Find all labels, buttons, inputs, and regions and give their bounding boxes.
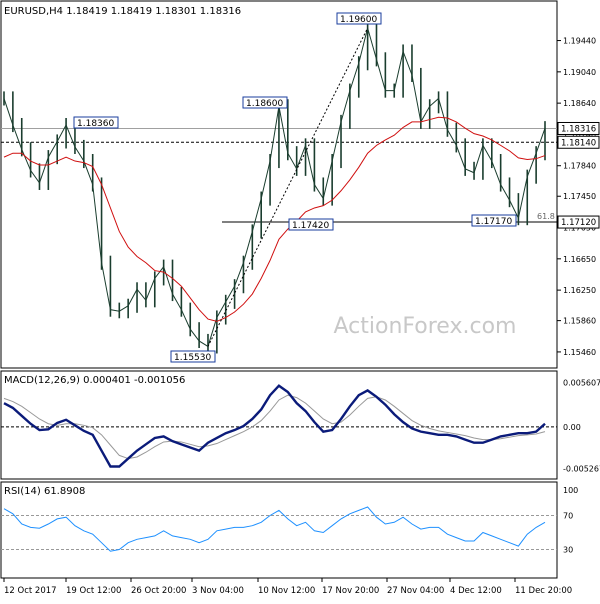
price-tick-label: 1.16250	[563, 286, 596, 295]
chart-title: EURUSD,H4 1.18419 1.18419 1.18301 1.1831…	[4, 6, 241, 17]
time-axis: 12 Oct 2017 19 Oct 12:00 26 Oct 20:00 3 Nov…	[3, 578, 572, 596]
rsi-tick-label: 30	[563, 546, 573, 555]
price-panel	[0, 0, 558, 369]
annotation-label: 1.18360	[77, 119, 114, 129]
rsi-panel	[0, 481, 558, 579]
macd-tick-label: -0.005267	[563, 465, 600, 474]
price-tick-label: 1.19440	[563, 37, 596, 46]
current-price-tag: 1.18316	[561, 124, 596, 134]
price-line	[3, 26, 546, 348]
annotation-box	[336, 12, 382, 25]
annotation-label: 1.17170	[475, 217, 512, 227]
rsi-axis: 100 70 30	[1, 486, 578, 555]
annotation-box	[471, 214, 517, 227]
time-tick-label: 3 Nov 04:00	[192, 586, 244, 596]
price-annotations: 1.18360 1.18600 1.19600 1.17420 1.15530 1.171…	[73, 12, 600, 363]
price-tick-label: 1.18640	[563, 99, 596, 108]
price-tick-label: 1.17450	[563, 192, 596, 201]
macd-signal-line	[3, 394, 546, 460]
price-annotation: 1.18360	[73, 116, 119, 129]
price-annotation: 1.17420	[288, 218, 334, 231]
level-price-tag-box	[557, 135, 600, 149]
level-price-tag-box	[557, 215, 600, 229]
macd-tick-label: 0.00	[563, 423, 581, 432]
macd-title: MACD(12,26,9) 0.000401 -0.001056	[4, 375, 185, 386]
time-tick-label: 10 Nov 12:00	[258, 586, 315, 596]
price-annotation: 1.19600	[336, 12, 382, 25]
watermark: ActionForex.com	[334, 314, 517, 339]
level-price-tag: 1.17120	[561, 218, 596, 228]
price-annotation: 1.15530	[170, 350, 216, 363]
macd-panel	[0, 370, 558, 480]
symbol-label: EURUSD,H4	[4, 6, 63, 17]
time-tick-label: 17 Nov 20:00	[322, 586, 379, 596]
time-tick-label: 19 Oct 12:00	[66, 586, 121, 596]
price-tick-label: 1.15860	[563, 317, 596, 326]
annotation-label: 1.17420	[292, 221, 329, 231]
time-tick-label: 27 Nov 04:00	[387, 586, 444, 596]
price-tick-label: 1.17840	[563, 162, 596, 171]
price-series	[3, 20, 546, 354]
price-tick-label: 1.19040	[563, 68, 596, 77]
price-tick-label: 1.15460	[563, 348, 596, 357]
rsi-tick-label: 70	[563, 512, 573, 521]
time-tick-label: 26 Oct 20:00	[131, 586, 186, 596]
annotation-label: 1.19600	[340, 15, 377, 25]
annotation-box	[170, 350, 216, 363]
price-annotation: 1.17170	[471, 214, 517, 227]
time-tick-label: 12 Oct 2017	[4, 586, 57, 596]
annotation-label: 1.15530	[174, 353, 211, 363]
annotation-label: 1.18600	[246, 99, 283, 109]
rsi-title: RSI(14) 61.8908	[4, 486, 85, 497]
time-tick-label: 4 Dec 12:00	[450, 586, 502, 596]
moving-average-line	[3, 116, 546, 322]
rsi-tick-label: 100	[563, 486, 578, 495]
macd-series	[3, 384, 546, 468]
annotation-box	[73, 116, 119, 129]
macd-tick-label: 0.005607	[563, 378, 600, 387]
annotation-box	[288, 218, 334, 231]
current-price-tag-box	[557, 121, 600, 135]
fibonacci-label: 61.8	[537, 212, 555, 221]
rsi-series	[3, 506, 546, 552]
rsi-line	[3, 506, 546, 552]
macd-axis: 0.005607 0.00 -0.005267	[1, 378, 600, 474]
macd-line	[3, 384, 546, 468]
price-axis: 1.194401.190401.186401.182401.178401.174…	[557, 37, 596, 357]
trend-projection-line	[207, 27, 369, 347]
price-annotation: 1.18600	[242, 96, 288, 109]
ohlc-readout: 1.18419 1.18419 1.18301 1.18316	[66, 6, 241, 17]
time-tick-label: 11 Dec 20:00	[515, 586, 572, 596]
annotation-box	[242, 96, 288, 109]
level-price-tag: 1.18140	[561, 138, 596, 148]
price-tick-label: 1.16650	[563, 255, 596, 264]
